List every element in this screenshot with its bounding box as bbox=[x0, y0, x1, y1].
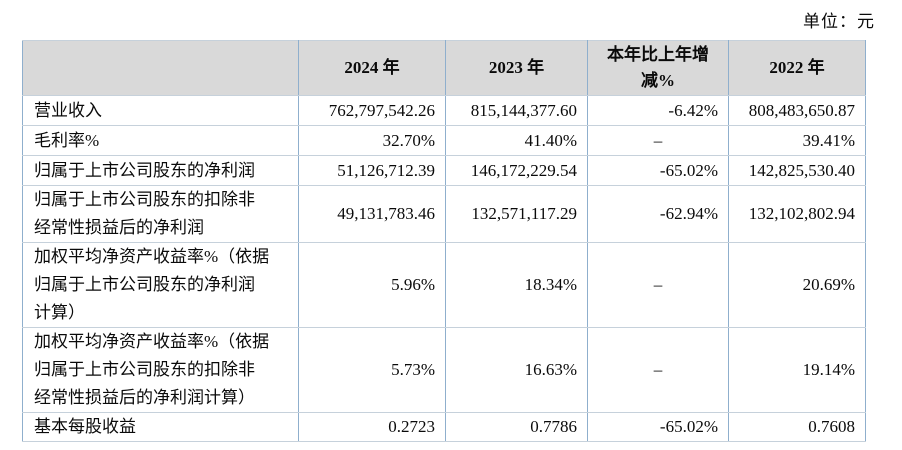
cell-value: -65.02% bbox=[587, 155, 729, 186]
cell-value: 0.2723 bbox=[298, 412, 446, 442]
cell-value: 51,126,712.39 bbox=[298, 155, 446, 186]
table-row-gross-margin: 毛利率% 32.70% 41.40% – 39.41% bbox=[22, 125, 866, 156]
cell-value: – bbox=[587, 125, 729, 156]
cell-value: 0.7608 bbox=[728, 412, 866, 442]
cell-value: 0.7786 bbox=[445, 412, 588, 442]
cell-value: 39.41% bbox=[728, 125, 866, 156]
row-label: 归属于上市公司股东的扣除非 经常性损益后的净利润 bbox=[22, 185, 299, 243]
cell-value: 41.40% bbox=[445, 125, 588, 156]
cell-value: – bbox=[587, 242, 729, 328]
cell-value: 5.73% bbox=[298, 327, 446, 413]
row-label: 毛利率% bbox=[22, 125, 299, 156]
header-cell-yoy-change: 本年比上年增 减% bbox=[587, 40, 729, 96]
table-row-revenue: 营业收入 762,797,542.26 815,144,377.60 -6.42… bbox=[22, 95, 866, 126]
cell-value: 18.34% bbox=[445, 242, 588, 328]
header-cell-2024: 2024 年 bbox=[298, 40, 446, 96]
table-row-net-profit-excl-nonrecurring: 归属于上市公司股东的扣除非 经常性损益后的净利润 49,131,783.46 1… bbox=[22, 185, 866, 243]
cell-value: -6.42% bbox=[587, 95, 729, 126]
cell-value: 146,172,229.54 bbox=[445, 155, 588, 186]
table-row-net-profit: 归属于上市公司股东的净利润 51,126,712.39 146,172,229.… bbox=[22, 155, 866, 186]
header-cell-empty bbox=[22, 40, 299, 96]
table-row-weighted-avg-roe: 加权平均净资产收益率%（依据 归属于上市公司股东的净利润 计算） 5.96% 1… bbox=[22, 242, 866, 328]
row-label: 归属于上市公司股东的净利润 bbox=[22, 155, 299, 186]
cell-value: 142,825,530.40 bbox=[728, 155, 866, 186]
cell-value: 132,571,117.29 bbox=[445, 185, 588, 243]
cell-value: 16.63% bbox=[445, 327, 588, 413]
cell-value: -62.94% bbox=[587, 185, 729, 243]
cell-value: 132,102,802.94 bbox=[728, 185, 866, 243]
cell-value: 5.96% bbox=[298, 242, 446, 328]
financial-summary-table: 2024 年 2023 年 本年比上年增 减% 2022 年 营业收入 762,… bbox=[22, 40, 866, 442]
header-cell-2023: 2023 年 bbox=[445, 40, 588, 96]
table-row-basic-eps: 基本每股收益 0.2723 0.7786 -65.02% 0.7608 bbox=[22, 412, 866, 442]
cell-value: 808,483,650.87 bbox=[728, 95, 866, 126]
cell-value: 815,144,377.60 bbox=[445, 95, 588, 126]
cell-value: 49,131,783.46 bbox=[298, 185, 446, 243]
cell-value: 762,797,542.26 bbox=[298, 95, 446, 126]
row-label: 基本每股收益 bbox=[22, 412, 299, 442]
unit-label: 单位：元 bbox=[803, 12, 875, 31]
cell-value: 19.14% bbox=[728, 327, 866, 413]
row-label: 加权平均净资产收益率%（依据 归属于上市公司股东的净利润 计算） bbox=[22, 242, 299, 328]
cell-value: -65.02% bbox=[587, 412, 729, 442]
cell-value: 20.69% bbox=[728, 242, 866, 328]
row-label: 加权平均净资产收益率%（依据 归属于上市公司股东的扣除非 经常性损益后的净利润计… bbox=[22, 327, 299, 413]
cell-value: – bbox=[587, 327, 729, 413]
header-row: 2024 年 2023 年 本年比上年增 减% 2022 年 bbox=[22, 40, 866, 96]
table-row-weighted-avg-roe-excl-nonrecurring: 加权平均净资产收益率%（依据 归属于上市公司股东的扣除非 经常性损益后的净利润计… bbox=[22, 327, 866, 413]
cell-value: 32.70% bbox=[298, 125, 446, 156]
row-label: 营业收入 bbox=[22, 95, 299, 126]
header-cell-2022: 2022 年 bbox=[728, 40, 866, 96]
